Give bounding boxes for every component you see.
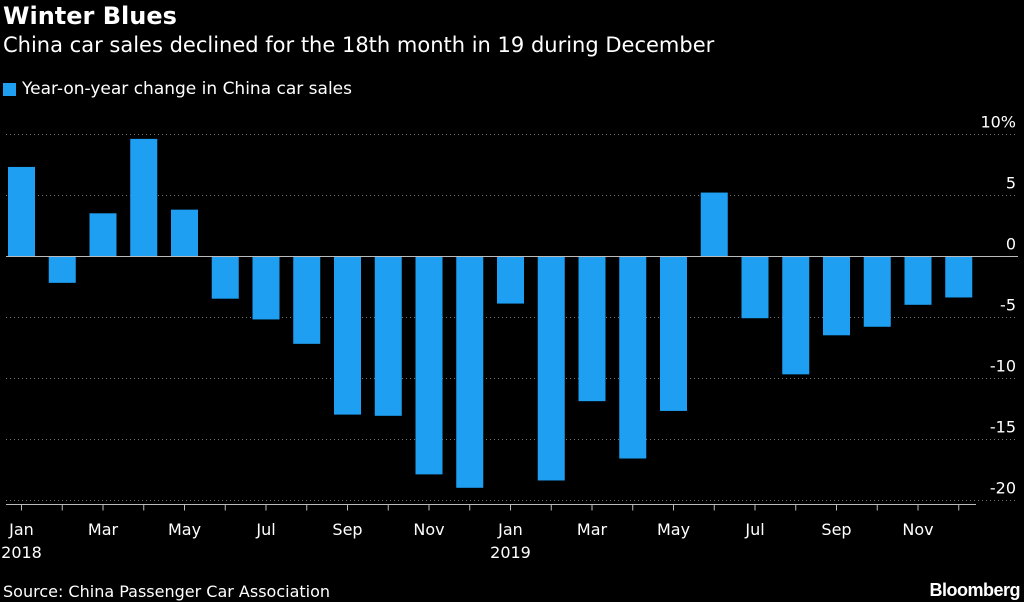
- y-tick-label: -20: [990, 479, 1016, 498]
- bar: [89, 213, 117, 256]
- bar: [252, 256, 280, 320]
- x-tick-label: Jul: [744, 520, 764, 539]
- bar: [8, 166, 35, 256]
- bar: [823, 256, 850, 336]
- y-tick-label: 0: [1006, 235, 1016, 254]
- y-tick-label: 5: [1006, 174, 1016, 193]
- x-tick-label: Jan: [8, 520, 34, 539]
- bar: [130, 138, 158, 256]
- bar: [293, 256, 321, 344]
- legend-swatch: [3, 82, 16, 96]
- bar: [497, 256, 524, 304]
- x-tick-label: May: [657, 520, 690, 539]
- x-tick-label: Sep: [332, 520, 362, 539]
- x-tick-year-label: 2019: [490, 543, 531, 562]
- bar: [741, 256, 769, 319]
- bar: [171, 209, 198, 256]
- bar: [334, 256, 361, 415]
- x-tick-label: May: [168, 520, 201, 539]
- y-tick-label: -15: [990, 418, 1016, 437]
- bar: [211, 256, 239, 299]
- bloomberg-logo: Bloomberg: [929, 580, 1020, 600]
- bar: [904, 256, 932, 305]
- x-tick-year-label: 2018: [1, 543, 42, 562]
- x-tick-label: Sep: [821, 520, 851, 539]
- bar: [700, 192, 728, 256]
- bar: [660, 256, 687, 411]
- bar: [863, 256, 891, 327]
- chart-title: Winter Blues: [3, 2, 177, 30]
- legend-label: Year-on-year change in China car sales: [22, 79, 352, 99]
- source-note: Source: China Passenger Car Association: [3, 582, 331, 601]
- y-tick-label: -10: [990, 357, 1016, 376]
- bar: [415, 256, 443, 475]
- bar: [619, 256, 647, 459]
- y-tick-label: 10%: [980, 113, 1016, 132]
- x-tick-label: Jul: [255, 520, 275, 539]
- bar: [48, 256, 76, 283]
- x-tick-label: Nov: [902, 520, 933, 539]
- bar: [578, 256, 606, 402]
- x-tick-label: Nov: [413, 520, 444, 539]
- x-tick-label: Mar: [88, 520, 119, 539]
- bar: [456, 256, 484, 488]
- bar: [537, 256, 565, 481]
- x-tick-label: Mar: [577, 520, 608, 539]
- chart-subtitle: China car sales declined for the 18th mo…: [3, 33, 715, 57]
- legend: Year-on-year change in China car sales: [3, 78, 352, 100]
- bar: [945, 256, 973, 298]
- bar: [782, 256, 810, 375]
- bar: [374, 256, 402, 416]
- x-tick-label: Jan: [497, 520, 523, 539]
- y-tick-label: -5: [1000, 296, 1016, 315]
